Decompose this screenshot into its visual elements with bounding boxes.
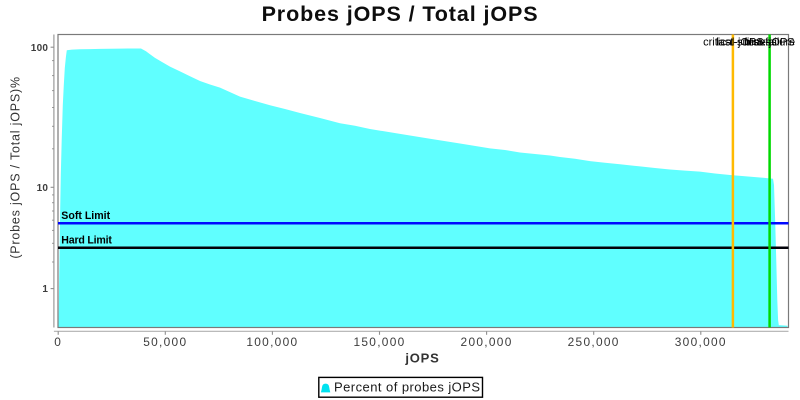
svg-text:critical-jOPS: critical-jOPS <box>703 37 764 49</box>
svg-text:Percent of probes jOPS: Percent of probes jOPS <box>334 380 480 395</box>
svg-text:Soft Limit: Soft Limit <box>61 210 110 222</box>
svg-text:Hard Limit: Hard Limit <box>61 234 112 246</box>
svg-text:150,000: 150,000 <box>353 335 405 349</box>
svg-text:Probes jOPS / Total jOPS: Probes jOPS / Total jOPS <box>262 2 539 26</box>
svg-text:300,000: 300,000 <box>675 335 727 349</box>
svg-text:(Probes jOPS / Total jOPS)%: (Probes jOPS / Total jOPS)% <box>8 76 22 259</box>
svg-text:10: 10 <box>37 183 49 194</box>
svg-text:first-failure: first-failure <box>744 37 795 49</box>
svg-text:max-jOPS: max-jOPS <box>744 37 794 49</box>
svg-text:100,000: 100,000 <box>246 335 298 349</box>
svg-text:last-success: last-success <box>716 37 777 49</box>
svg-text:0: 0 <box>54 335 62 349</box>
svg-text:200,000: 200,000 <box>461 335 513 349</box>
svg-text:50,000: 50,000 <box>143 335 187 349</box>
svg-text:250,000: 250,000 <box>568 335 620 349</box>
svg-text:1: 1 <box>42 284 48 295</box>
svg-text:100: 100 <box>31 43 49 54</box>
svg-text:jOPS: jOPS <box>404 351 439 366</box>
